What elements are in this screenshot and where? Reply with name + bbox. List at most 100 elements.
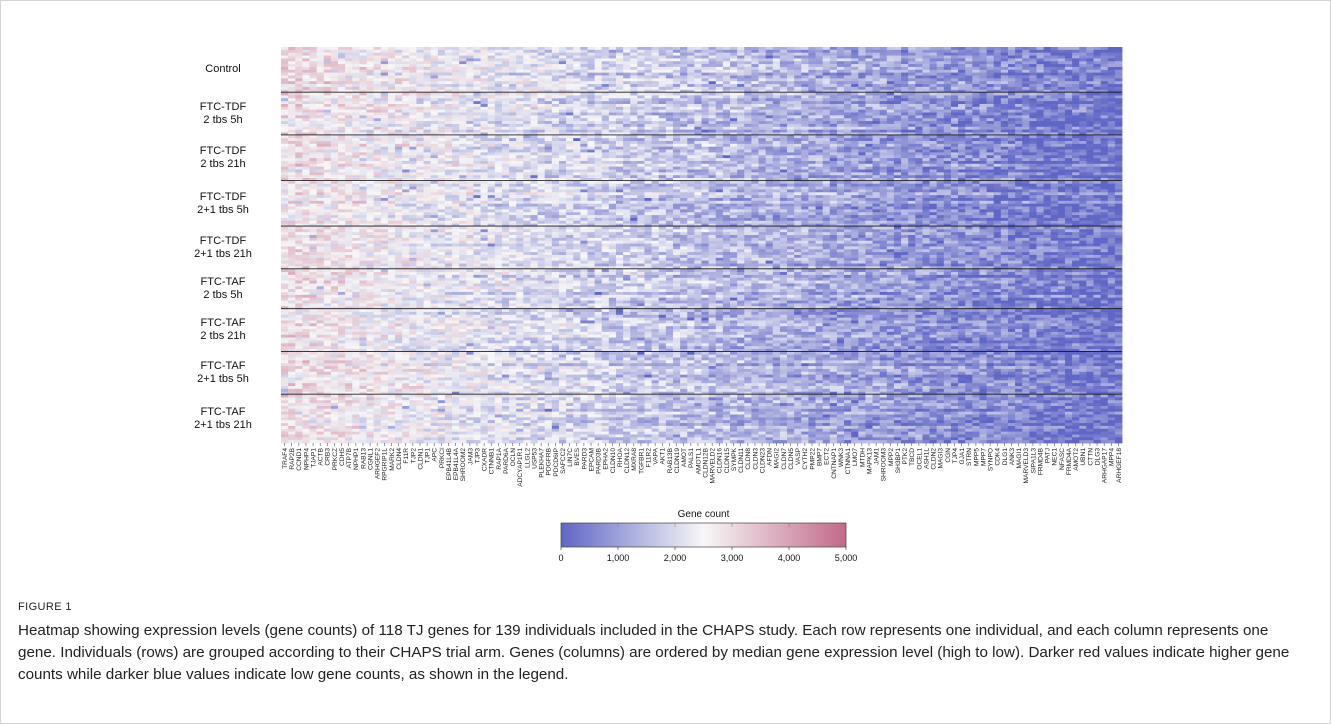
heatmap-cell [295,81,303,84]
heatmap-cell [1101,104,1109,107]
heatmap-cell [1044,78,1052,81]
heatmap-cell [431,47,439,50]
heatmap-cell [616,107,624,110]
heatmap-cell [338,127,346,130]
heatmap-cell [1058,50,1066,53]
heatmap-cell [937,104,945,107]
heatmap-cell [816,98,824,101]
heatmap-cell [402,115,410,118]
heatmap-cell [737,95,745,98]
heatmap-cell [1015,138,1023,141]
heatmap-cell [830,115,838,118]
heatmap-cell [402,67,410,70]
heatmap-cell [324,130,332,133]
heatmap-cell [473,104,481,107]
heatmap-cell [616,124,624,127]
heatmap-cell [851,110,859,113]
heatmap-cell [744,135,752,138]
heatmap-cell [773,150,781,153]
heatmap-cell [602,158,610,161]
heatmap-cell [808,124,816,127]
heatmap-cell [295,155,303,158]
heatmap-cell [580,147,588,150]
heatmap-cell [979,141,987,144]
heatmap-cell [979,107,987,110]
heatmap-cell [388,64,396,67]
heatmap-cell [409,158,417,161]
heatmap-cell [502,70,510,73]
heatmap-cell [331,130,339,133]
heatmap-cell [538,144,546,147]
heatmap-cell [338,75,346,78]
heatmap-cell [773,161,781,164]
heatmap-cell [466,152,474,155]
heatmap-cell [1058,73,1066,76]
heatmap-cell [865,110,873,113]
heatmap-cell [702,150,710,153]
heatmap-cell [816,127,824,130]
heatmap-cell [516,127,524,130]
heatmap-cell [374,101,382,104]
heatmap-cell [516,98,524,101]
heatmap-cell [637,64,645,67]
heatmap-cell [538,84,546,87]
heatmap-cell [431,84,439,87]
heatmap-cell [602,161,610,164]
heatmap-cell [1115,67,1123,70]
heatmap-cell [381,56,389,59]
heatmap-cell [930,150,938,153]
heatmap-cell [466,87,474,90]
heatmap-cell [331,147,339,150]
heatmap-cell [402,53,410,56]
heatmap-cell [979,81,987,84]
heatmap-cell [680,81,688,84]
heatmap-cell [580,138,588,141]
heatmap-cell [702,135,710,138]
heatmap-cell [530,124,538,127]
heatmap-cell [345,61,353,64]
heatmap-cell [359,144,367,147]
heatmap-cell [723,158,731,161]
heatmap-cell [994,95,1002,98]
heatmap-cell [502,150,510,153]
heatmap-cell [616,144,624,147]
heatmap-cell [367,138,375,141]
heatmap-cell [901,67,909,70]
heatmap-cell [616,56,624,59]
heatmap-cell [416,104,424,107]
heatmap-cell [438,150,446,153]
heatmap-cell [908,161,916,164]
heatmap-cell [424,138,432,141]
heatmap-cell [602,135,610,138]
heatmap-cell [338,50,346,53]
heatmap-cell [816,158,824,161]
heatmap-cell [972,61,980,64]
heatmap-cell [1036,121,1044,124]
heatmap-cell [509,161,517,164]
heatmap-cell [1051,50,1059,53]
heatmap-cell [538,87,546,90]
heatmap-cell [965,101,973,104]
heatmap-cell [324,150,332,153]
heatmap-cell [409,84,417,87]
heatmap-cell [1108,98,1116,101]
heatmap-cell [1058,101,1066,104]
heatmap-cell [830,47,838,50]
heatmap-cell [844,150,852,153]
heatmap-cell [958,84,966,87]
heatmap-cell [317,93,325,96]
heatmap-cell [338,118,346,121]
heatmap-cell [730,121,738,124]
heatmap-cell [538,95,546,98]
heatmap-cell [324,152,332,155]
heatmap-cell [1086,73,1094,76]
heatmap-cell [737,87,745,90]
heatmap-cell [723,138,731,141]
heatmap-cell [780,78,788,81]
heatmap-cell [552,47,560,50]
heatmap-cell [1044,144,1052,147]
heatmap-cell [944,110,952,113]
heatmap-cell [530,56,538,59]
heatmap-cell [873,135,881,138]
heatmap-cell [338,58,346,61]
